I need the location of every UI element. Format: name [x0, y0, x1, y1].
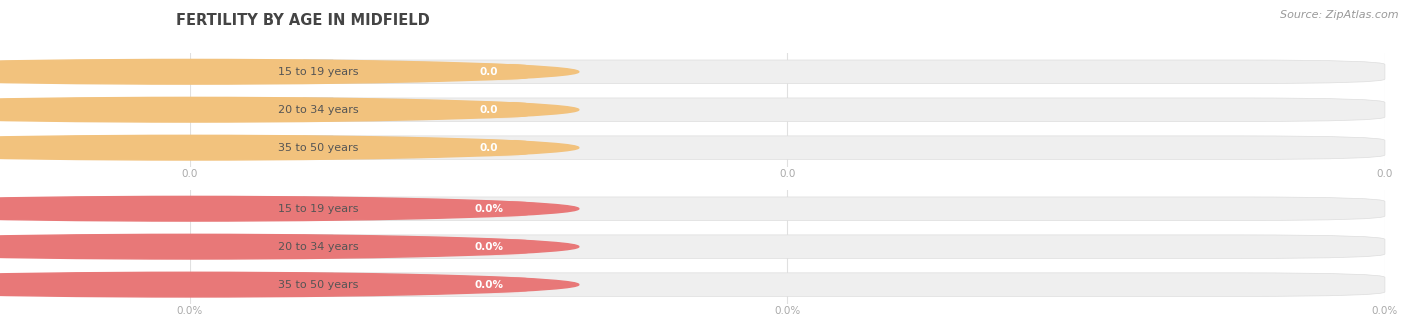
FancyBboxPatch shape: [190, 136, 1385, 159]
FancyBboxPatch shape: [450, 276, 529, 293]
FancyBboxPatch shape: [190, 98, 1385, 121]
Text: 20 to 34 years: 20 to 34 years: [278, 242, 359, 252]
Text: 0.0%: 0.0%: [475, 242, 503, 252]
Text: 0.0%: 0.0%: [475, 204, 503, 214]
Text: 35 to 50 years: 35 to 50 years: [278, 143, 359, 153]
FancyBboxPatch shape: [450, 238, 529, 255]
Circle shape: [0, 196, 579, 221]
FancyBboxPatch shape: [190, 60, 447, 83]
FancyBboxPatch shape: [450, 200, 529, 217]
Text: 35 to 50 years: 35 to 50 years: [278, 280, 359, 290]
Text: 0.0: 0.0: [479, 67, 499, 77]
Circle shape: [0, 234, 579, 259]
FancyBboxPatch shape: [450, 139, 529, 156]
FancyBboxPatch shape: [190, 197, 1385, 220]
FancyBboxPatch shape: [190, 273, 447, 296]
FancyBboxPatch shape: [190, 60, 1385, 83]
Text: 20 to 34 years: 20 to 34 years: [278, 105, 359, 115]
Circle shape: [0, 272, 579, 297]
Text: FERTILITY BY AGE IN MIDFIELD: FERTILITY BY AGE IN MIDFIELD: [176, 13, 429, 28]
FancyBboxPatch shape: [190, 235, 447, 258]
Circle shape: [0, 59, 579, 84]
Circle shape: [0, 135, 579, 160]
FancyBboxPatch shape: [450, 63, 529, 80]
FancyBboxPatch shape: [190, 197, 447, 220]
Text: 0.0: 0.0: [479, 105, 499, 115]
FancyBboxPatch shape: [190, 273, 1385, 296]
Text: 0.0: 0.0: [479, 143, 499, 153]
FancyBboxPatch shape: [450, 101, 529, 118]
FancyBboxPatch shape: [190, 235, 1385, 258]
Circle shape: [0, 97, 579, 122]
FancyBboxPatch shape: [190, 98, 447, 121]
Text: 15 to 19 years: 15 to 19 years: [278, 67, 359, 77]
Text: 15 to 19 years: 15 to 19 years: [278, 204, 359, 214]
Text: 0.0%: 0.0%: [475, 280, 503, 290]
FancyBboxPatch shape: [190, 136, 447, 159]
Text: Source: ZipAtlas.com: Source: ZipAtlas.com: [1281, 10, 1399, 20]
